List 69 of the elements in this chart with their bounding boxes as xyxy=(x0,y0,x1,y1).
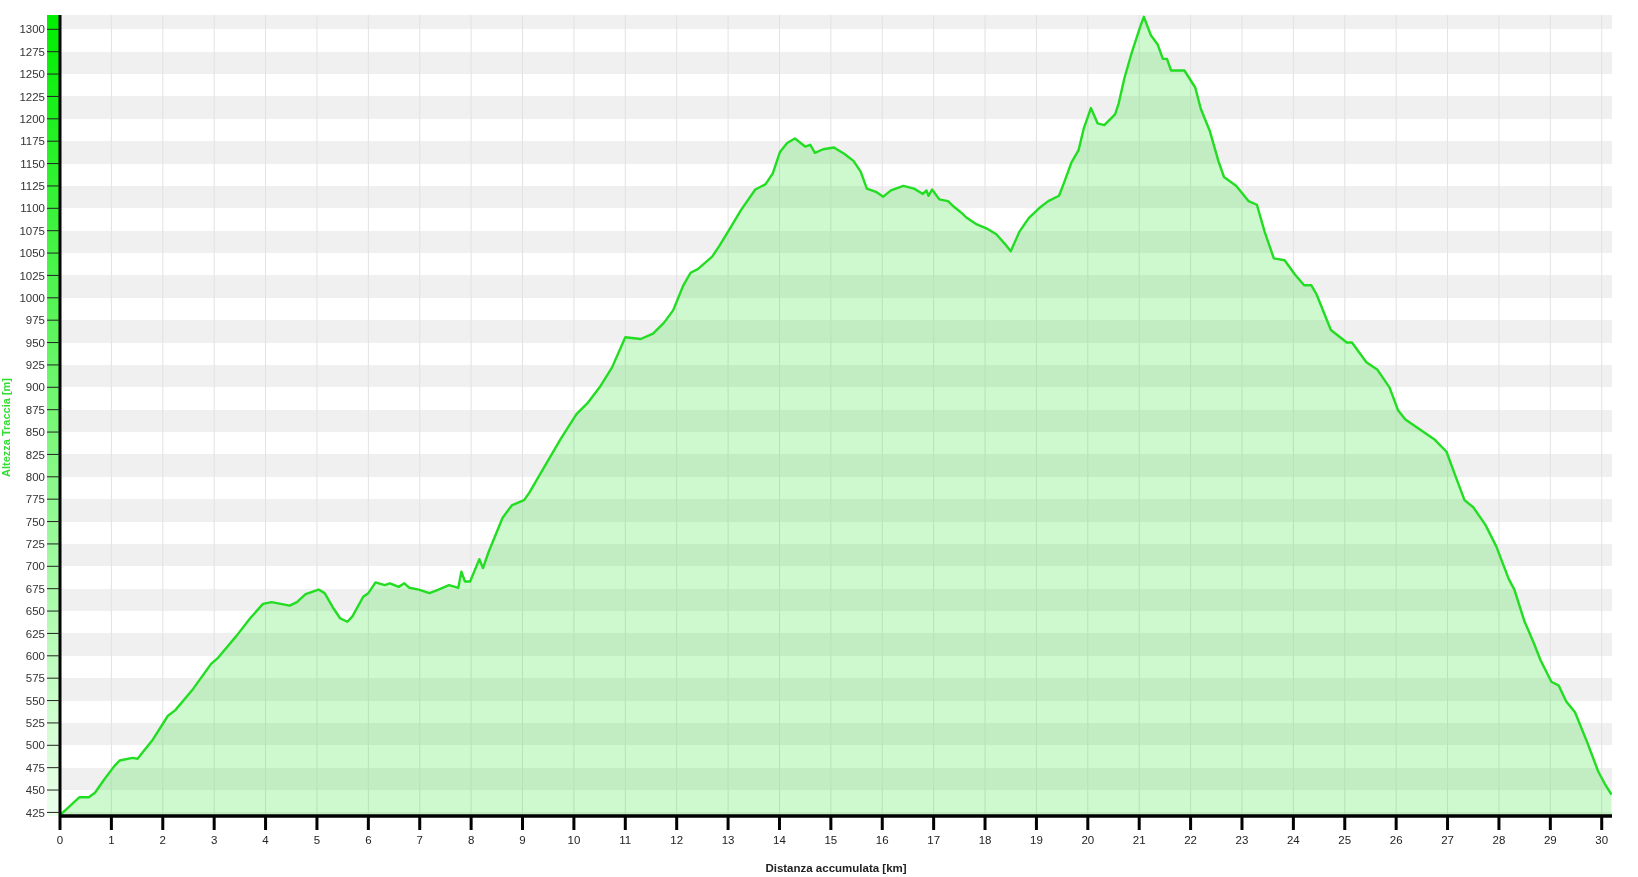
x-tick-label: 18 xyxy=(978,834,992,847)
x-tick-label: 19 xyxy=(1030,834,1043,847)
y-tick-label: 825 xyxy=(25,448,45,461)
x-tick-label: 13 xyxy=(721,834,735,847)
y-tick-label: 900 xyxy=(25,381,45,394)
x-tick-label: 14 xyxy=(773,834,787,847)
y-tick-label: 1100 xyxy=(20,202,45,215)
y-tick-label: 1175 xyxy=(20,135,45,148)
y-tick-label: 1250 xyxy=(19,68,45,81)
x-tick-label: 28 xyxy=(1492,834,1506,847)
x-tick-label: 27 xyxy=(1441,834,1454,847)
x-tick-label: 10 xyxy=(567,834,581,847)
y-tick-label: 1275 xyxy=(19,45,45,58)
y-tick-label: 975 xyxy=(25,314,45,327)
y-tick-label: 950 xyxy=(25,336,45,349)
y-tick-label: 775 xyxy=(25,493,45,506)
y-tick-label: 1125 xyxy=(20,180,45,193)
x-tick-label: 7 xyxy=(416,834,423,847)
x-tick-label: 15 xyxy=(824,834,838,847)
x-tick-label: 25 xyxy=(1338,834,1352,847)
x-tick-label: 17 xyxy=(927,834,941,847)
x-tick-label: 3 xyxy=(210,834,218,847)
y-tick-label: 850 xyxy=(25,426,45,439)
x-tick-label: 5 xyxy=(313,834,321,847)
y-tick-label: 500 xyxy=(25,739,45,752)
x-tick-label: 20 xyxy=(1081,834,1095,847)
y-tick-label: 600 xyxy=(25,649,45,662)
x-tick-label: 1 xyxy=(108,834,115,847)
x-tick-label: 21 xyxy=(1132,834,1146,847)
y-tick-label: 625 xyxy=(25,627,45,640)
y-tick-label: 725 xyxy=(25,538,45,551)
y-tick-label: 1225 xyxy=(19,90,45,103)
x-tick-label: 16 xyxy=(875,834,889,847)
y-tick-label: 425 xyxy=(25,806,45,819)
y-tick-label: 1300 xyxy=(19,23,45,36)
y-tick-label: 700 xyxy=(25,560,45,573)
y-tick-label: 1075 xyxy=(19,224,45,237)
x-tick-label: 22 xyxy=(1184,834,1197,847)
y-axis-title: Altezza Traccia [m] xyxy=(0,377,12,478)
y-tick-label: 550 xyxy=(25,694,45,707)
x-tick-label: 11 xyxy=(619,834,632,847)
x-tick-label: 24 xyxy=(1286,834,1301,847)
y-tick-label: 450 xyxy=(25,784,45,797)
x-tick-label: 0 xyxy=(56,834,64,847)
y-tick-label: 1000 xyxy=(19,291,45,304)
y-tick-label: 575 xyxy=(25,672,45,685)
y-tick-label: 650 xyxy=(25,605,45,618)
x-tick-label: 6 xyxy=(365,834,372,847)
y-tick-label: 1025 xyxy=(19,269,45,282)
y-tick-label: 925 xyxy=(25,359,45,372)
x-tick-label: 2 xyxy=(159,834,166,847)
y-tick-label: 1200 xyxy=(19,112,45,125)
x-axis-title: Distanza accumulata [km] xyxy=(765,862,907,874)
y-tick-label: 750 xyxy=(25,515,45,528)
y-tick-label: 1150 xyxy=(20,157,45,170)
x-tick-label: 8 xyxy=(467,834,475,847)
x-tick-label: 4 xyxy=(262,834,270,847)
y-tick-label: 475 xyxy=(25,761,45,774)
x-tick-label: 30 xyxy=(1595,834,1609,847)
y-tick-label: 525 xyxy=(25,717,45,730)
y-tick-label: 800 xyxy=(25,470,45,483)
x-tick-label: 23 xyxy=(1235,834,1249,847)
x-tick-label: 26 xyxy=(1389,834,1403,847)
y-tick-label: 675 xyxy=(25,582,45,595)
y-tick-label: 1050 xyxy=(19,247,45,260)
x-tick-label: 29 xyxy=(1543,834,1557,847)
x-tick-label: 9 xyxy=(519,834,526,847)
y-tick-label: 875 xyxy=(25,403,45,416)
x-tick-label: 12 xyxy=(670,834,684,847)
